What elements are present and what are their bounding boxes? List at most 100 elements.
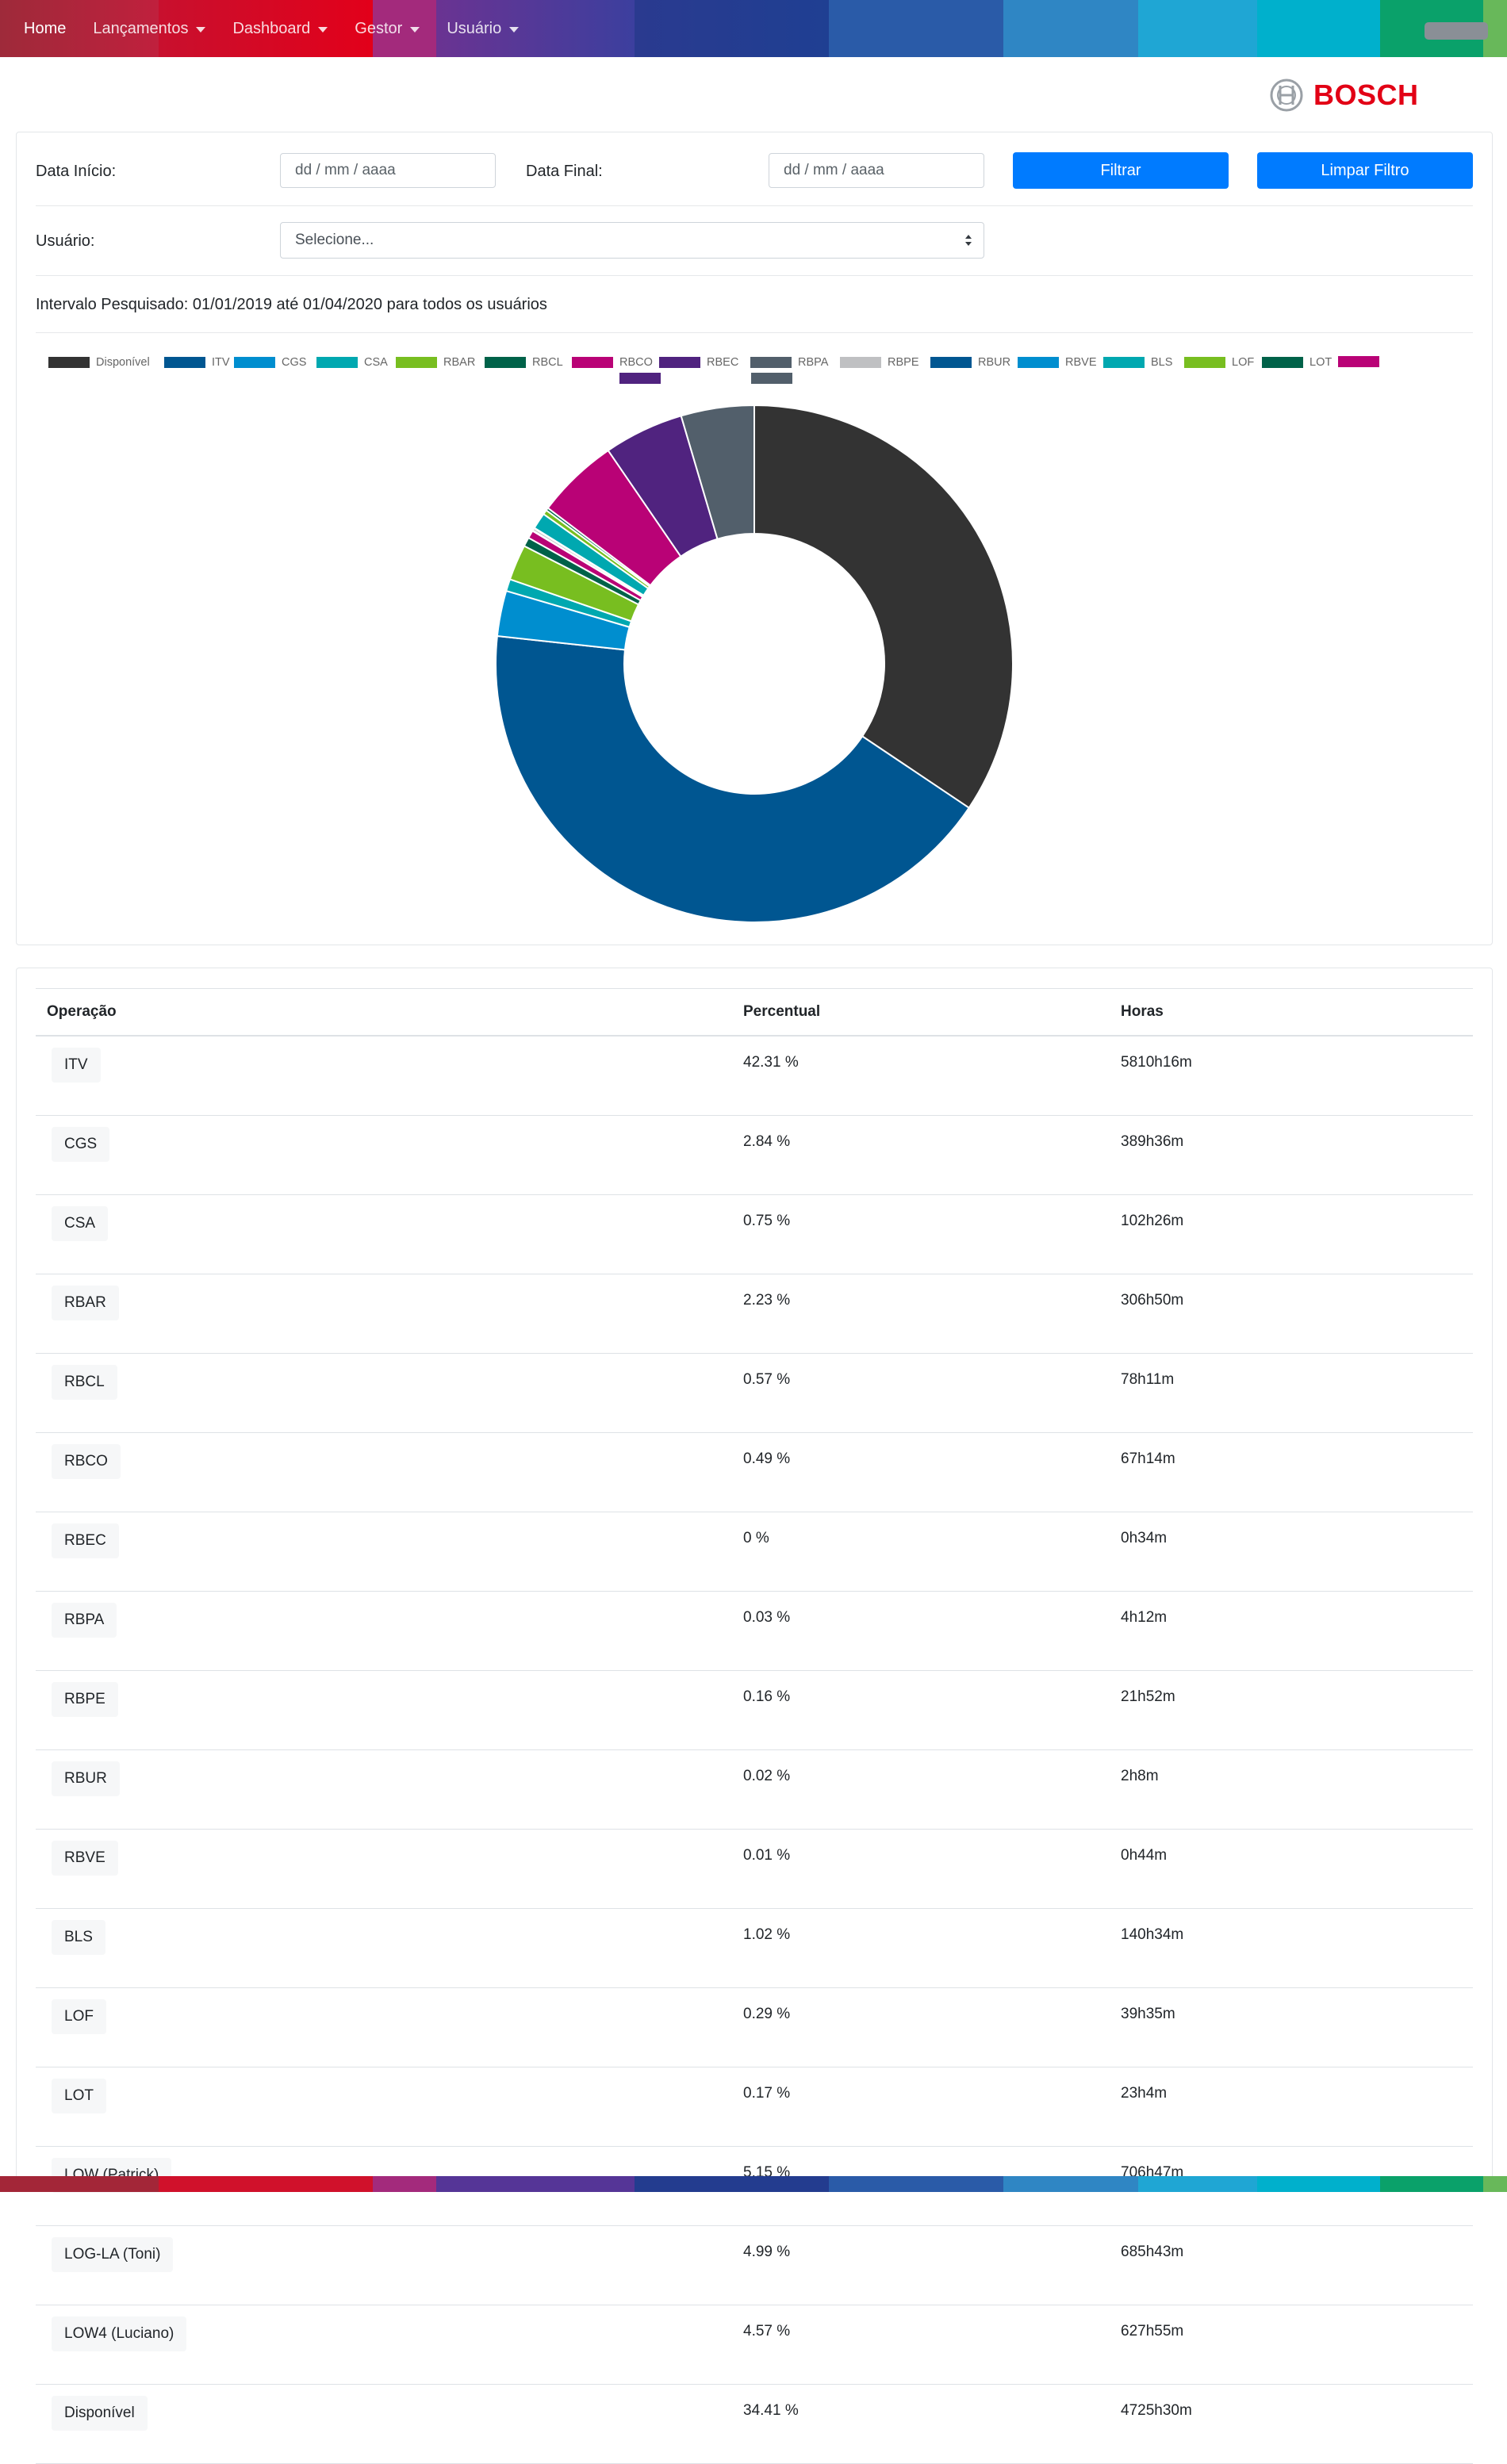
operation-cell: BLS (36, 1908, 732, 1988)
legend-swatch (1184, 357, 1225, 368)
caret-down-icon (318, 26, 328, 33)
legend-item[interactable] (1338, 356, 1386, 367)
donut-slice-2[interactable] (495, 634, 971, 923)
operation-cell: RBVE (36, 1829, 732, 1909)
legend-swatch (840, 357, 881, 368)
operation-badge: LOW4 (Luciano) (52, 2316, 187, 2351)
operation-cell: RBPE (36, 1670, 732, 1750)
legend-item[interactable]: ITV (164, 356, 230, 369)
legend-item[interactable]: Disponível (48, 356, 150, 369)
filter-button[interactable]: Filtrar (1013, 152, 1229, 189)
legend-item[interactable]: LOT (1262, 356, 1332, 369)
column-header-operacao: Operação (36, 988, 732, 1037)
user-select[interactable]: Selecione... (280, 222, 984, 259)
divider (36, 205, 1473, 206)
table-row: RBPA 0.03 % 4h12m (36, 1591, 1473, 1671)
legend-label: LOF (1232, 356, 1255, 369)
legend-label: RBPA (798, 356, 829, 369)
legend-item[interactable]: LOF (1184, 356, 1254, 369)
operation-badge: LOT (52, 2079, 106, 2113)
operation-cell: LOG-LA (Toni) (36, 2225, 732, 2305)
legend-swatch (164, 357, 205, 368)
nav-item-4[interactable]: Gestor (355, 20, 420, 38)
donut-slice-1[interactable] (754, 404, 1014, 810)
select-arrows-icon (965, 235, 972, 246)
clear-filter-button[interactable]: Limpar Filtro (1257, 152, 1473, 189)
legend-item[interactable] (751, 373, 799, 384)
operation-badge: CGS (52, 1127, 110, 1162)
bosch-armature-icon (1270, 79, 1303, 112)
legend-label: RBCL (532, 356, 563, 369)
table-row: Disponível 34.41 % 4725h30m (36, 2384, 1473, 2464)
caret-down-icon (509, 26, 520, 33)
operation-badge: RBPA (52, 1603, 117, 1638)
operation-cell: RBCL (36, 1353, 732, 1433)
operation-cell: CGS (36, 1115, 732, 1195)
nav-item-1[interactable]: Home (24, 20, 66, 38)
operation-badge: LOF (52, 1999, 106, 2034)
legend-label: CSA (364, 356, 388, 369)
nav-item-2[interactable]: Lançamentos (93, 20, 206, 38)
percentual-cell: 0 % (732, 1512, 1110, 1592)
legend-swatch (930, 357, 972, 368)
date-end-input[interactable]: dd / mm / aaaa (769, 153, 984, 188)
table-row: BLS 1.02 % 140h34m (36, 1908, 1473, 1988)
horas-cell: 102h26m (1110, 1194, 1473, 1274)
legend-item[interactable] (619, 373, 667, 384)
legend-item[interactable]: RBCL (485, 356, 563, 369)
legend-label: LOT (1310, 356, 1333, 369)
percentual-cell: 2.84 % (732, 1115, 1110, 1195)
legend-swatch (619, 373, 661, 384)
legend-item[interactable]: RBAR (396, 356, 475, 369)
table-row: RBCO 0.49 % 67h14m (36, 1432, 1473, 1512)
date-start-input[interactable]: dd / mm / aaaa (280, 153, 496, 188)
operation-badge: BLS (52, 1920, 105, 1955)
percentual-cell: 2.23 % (732, 1274, 1110, 1354)
legend-item[interactable]: RBCO (572, 356, 653, 369)
navbar-toggle-button[interactable] (1425, 22, 1488, 40)
legend-label: Disponível (96, 356, 150, 369)
legend-swatch (234, 357, 275, 368)
horas-cell: 0h34m (1110, 1512, 1473, 1592)
legend-item[interactable]: CSA (316, 356, 388, 369)
filter-chart-card: Data Início: dd / mm / aaaa Data Final: … (16, 132, 1493, 945)
operation-badge: RBVE (52, 1841, 118, 1876)
percentual-cell: 0.57 % (732, 1353, 1110, 1433)
legend-item[interactable]: RBVE (1018, 356, 1097, 369)
operation-badge: LOG-LA (Toni) (52, 2237, 174, 2272)
horas-cell: 4725h30m (1110, 2384, 1473, 2464)
legend-item[interactable]: RBPE (840, 356, 919, 369)
operation-cell: RBEC (36, 1512, 732, 1592)
legend-item[interactable]: CGS (234, 356, 306, 369)
legend-item[interactable]: RBEC (659, 356, 738, 369)
operations-table-card: Operação Percentual Horas ITV 42.31 % 5810… (16, 968, 1493, 2464)
legend-label: RBAR (443, 356, 476, 369)
legend-label: ITV (212, 356, 230, 369)
nav-item-label: Gestor (355, 19, 403, 37)
bosch-logo-text: BOSCH (1313, 79, 1419, 111)
footer-color-band (0, 2176, 1507, 2192)
legend-item[interactable]: BLS (1103, 356, 1172, 369)
date-end-label: Data Final: (526, 163, 603, 180)
legend-swatch (1018, 357, 1059, 368)
percentual-cell: 0.29 % (732, 1987, 1110, 2067)
operation-cell: RBPA (36, 1591, 732, 1671)
operation-cell: LOW4 (Luciano) (36, 2305, 732, 2385)
legend-item[interactable]: RBUR (930, 356, 1010, 369)
legend-label: RBPE (888, 356, 919, 369)
table-row: RBCL 0.57 % 78h11m (36, 1353, 1473, 1433)
horas-cell: 5810h16m (1110, 1036, 1473, 1116)
donut-slice-18[interactable] (680, 404, 755, 540)
table-header-row: Operação Percentual Horas (36, 988, 1473, 1037)
nav-item-3[interactable]: Dashboard (232, 20, 328, 38)
operation-cell: CSA (36, 1194, 732, 1274)
nav-item-5[interactable]: Usuário (447, 20, 520, 38)
user-label: Usuário: (36, 232, 95, 250)
legend-item[interactable]: RBPA (750, 356, 828, 369)
percentual-cell: 0.49 % (732, 1432, 1110, 1512)
legend-swatch (659, 357, 700, 368)
date-start-label: Data Início: (36, 163, 117, 180)
user-select-value: Selecione... (295, 232, 374, 248)
table-row: RBUR 0.02 % 2h8m (36, 1749, 1473, 1830)
legend-label: RBEC (707, 356, 739, 369)
